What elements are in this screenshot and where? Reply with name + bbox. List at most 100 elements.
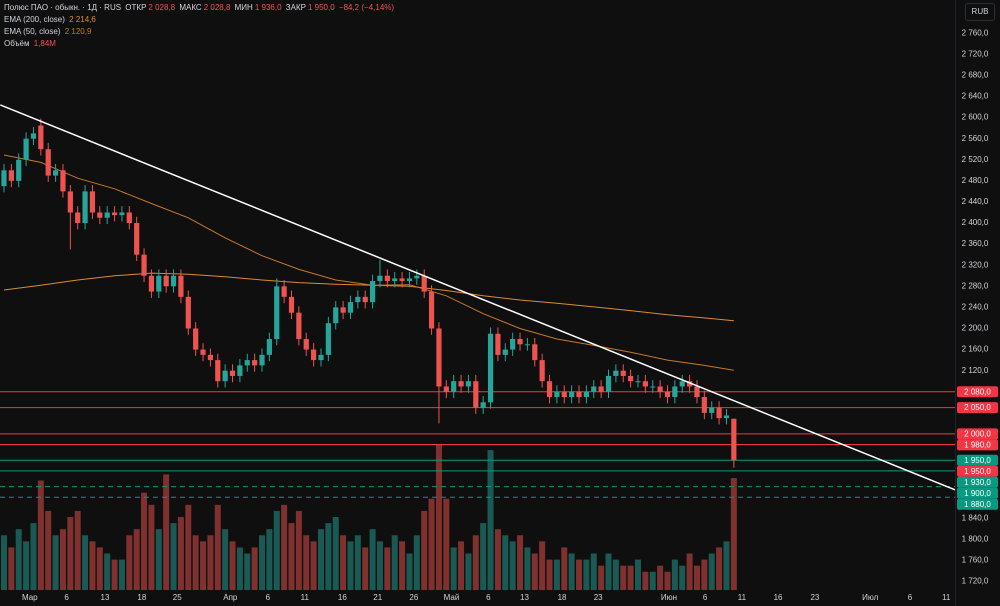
indicator-row[interactable]: EMA (50, close) 2 120,9 — [4, 26, 396, 38]
y-tick-label: 2 760,0 — [962, 28, 989, 37]
candle-body — [546, 381, 553, 398]
x-tick-label: 26 — [409, 593, 418, 602]
candle-body — [16, 159, 22, 181]
candle-body — [561, 391, 567, 398]
candle-body — [369, 281, 376, 303]
y-tick-label: 1 800,0 — [962, 534, 989, 543]
candle-body — [347, 302, 354, 313]
x-tick-label: Мар — [22, 593, 38, 602]
volume-bar — [23, 541, 30, 590]
volume-bar — [634, 559, 641, 590]
candle-body — [539, 360, 545, 382]
candle-body — [613, 370, 619, 376]
volume-bar — [620, 565, 627, 590]
volume-bar — [259, 535, 266, 590]
volume-bar — [590, 553, 597, 590]
volume-bar — [8, 547, 15, 590]
candle-body — [473, 381, 479, 408]
volume-bar — [612, 559, 619, 590]
candle-body — [524, 344, 531, 346]
x-tick-label: 6 — [703, 593, 708, 602]
candle-body — [207, 354, 214, 361]
candle-body — [311, 349, 317, 361]
volume-bars — [0, 444, 737, 590]
currency-button[interactable]: RUB — [965, 3, 995, 21]
candle-body — [487, 333, 494, 403]
volume-bar — [207, 535, 214, 590]
ohlc-value: 1 950,0 — [307, 3, 335, 12]
candle-body — [60, 170, 66, 192]
candle-body — [362, 296, 368, 303]
volume-bar — [222, 529, 229, 590]
volume-bar — [163, 474, 170, 590]
y-tick-label: 2 320,0 — [962, 260, 989, 269]
candle-body — [200, 349, 206, 355]
x-tick-label: 11 — [301, 593, 310, 602]
candle-body — [686, 381, 693, 387]
candle-body — [89, 191, 96, 213]
level-label-box — [957, 498, 998, 510]
volume-bar — [141, 492, 148, 590]
x-tick-label: 23 — [594, 593, 603, 602]
candle-body — [82, 191, 88, 224]
candle-body — [244, 360, 250, 366]
candle-body — [576, 391, 582, 398]
candle-body — [193, 328, 199, 350]
volume-bar — [362, 547, 369, 590]
candle-body — [303, 339, 309, 350]
change: −84,2 (−4,14%) — [338, 3, 395, 12]
x-tick-label: 6 — [908, 593, 913, 602]
volume-bar — [671, 559, 678, 590]
x-tick-label: 11 — [942, 593, 951, 602]
candle-body — [38, 125, 44, 150]
candle-body — [148, 275, 155, 292]
level-label-box — [957, 487, 998, 499]
x-tick-label: 25 — [173, 593, 182, 602]
volume-bar — [701, 559, 708, 590]
candle-body — [583, 391, 589, 398]
y-tick-label: 2 280,0 — [962, 281, 989, 290]
candle-body — [701, 397, 707, 413]
x-tick-label: Июн — [661, 593, 677, 602]
candle-body — [141, 254, 147, 276]
volume-bar — [487, 450, 494, 590]
volume-bar — [192, 535, 199, 590]
candle-body — [510, 339, 516, 350]
volume-bar — [421, 510, 428, 590]
volume-bar — [693, 565, 700, 590]
ohlc-value: 2 028,8 — [148, 3, 176, 12]
candle-body — [340, 307, 346, 313]
candle-body — [392, 278, 398, 282]
candle-body — [716, 407, 722, 419]
volume-bar — [185, 504, 192, 590]
x-tick-label: 18 — [558, 593, 567, 602]
candle-body — [1, 170, 7, 187]
volume-bar — [679, 565, 686, 590]
x-tick-label: Май — [444, 593, 460, 602]
volume-bar — [133, 529, 140, 590]
candle-body — [664, 391, 671, 398]
candle-body — [296, 312, 302, 340]
candle-body — [163, 275, 169, 287]
y-tick-label: 2 600,0 — [962, 113, 989, 122]
volume-bar — [0, 535, 7, 590]
volume-bar — [568, 553, 575, 590]
ohlc-label: ЗАКР — [285, 3, 306, 12]
candle-body — [104, 212, 110, 218]
level-label-box — [957, 402, 998, 414]
candle-body — [620, 370, 626, 376]
candle-body — [502, 349, 508, 355]
indicator-row[interactable]: EMA (200, close) 2 214,6 — [4, 14, 396, 26]
candle-body — [480, 402, 486, 408]
candle-body — [406, 278, 413, 282]
level-label: 1 950,0 — [964, 456, 991, 465]
indicator-row[interactable]: Объём 1,84M — [4, 38, 396, 50]
volume-bar — [517, 535, 524, 590]
y-tick-label: 2 440,0 — [962, 197, 989, 206]
candle-body — [30, 133, 37, 139]
y-tick-label: 2 360,0 — [962, 239, 989, 248]
y-tick-label: 2 680,0 — [962, 71, 989, 80]
volume-bar — [295, 510, 302, 590]
candle-body — [384, 275, 390, 282]
